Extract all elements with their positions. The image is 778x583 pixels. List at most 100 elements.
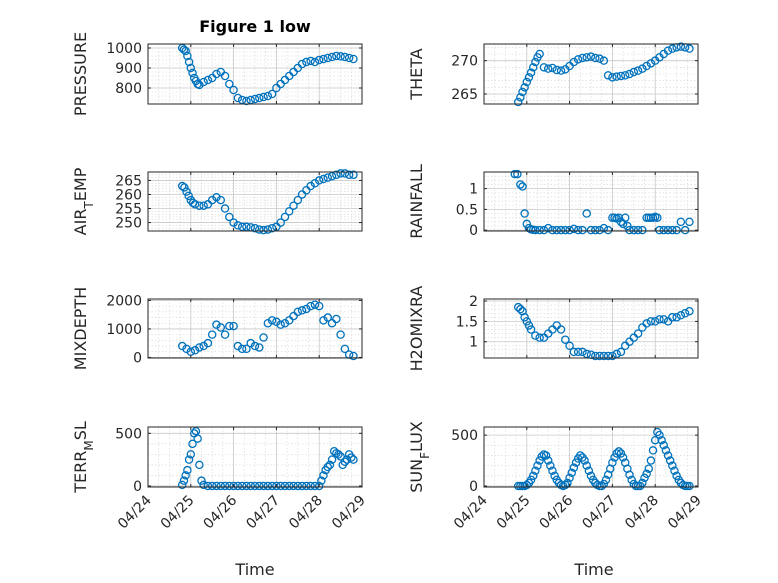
data-point bbox=[306, 181, 315, 191]
y-tick-label: 2000 bbox=[106, 293, 142, 309]
data-point bbox=[310, 481, 320, 491]
data-point bbox=[237, 222, 247, 232]
data-point bbox=[580, 456, 589, 465]
axes-frame bbox=[483, 171, 699, 232]
subplot-mixdepth: 0 1000 2000 MIXDEPTH bbox=[71, 287, 363, 370]
data-point bbox=[556, 325, 566, 334]
data-point bbox=[195, 201, 204, 210]
data-point bbox=[310, 57, 320, 67]
data-point bbox=[229, 321, 238, 331]
data-point bbox=[289, 311, 298, 321]
y-tick-label: 1 bbox=[469, 335, 478, 351]
data-point bbox=[216, 481, 226, 491]
data-point bbox=[685, 44, 694, 53]
y-tick-label: 1000 bbox=[106, 322, 142, 338]
data-point bbox=[332, 51, 341, 61]
data-point bbox=[582, 461, 591, 470]
data-point bbox=[599, 223, 609, 233]
data-point bbox=[332, 314, 341, 324]
data-point bbox=[293, 481, 303, 491]
data-point bbox=[183, 465, 192, 475]
data-point bbox=[659, 315, 669, 324]
data-point bbox=[629, 225, 639, 235]
data-point bbox=[518, 87, 527, 97]
data-point bbox=[642, 469, 651, 479]
chart-title: Figure 1 low bbox=[199, 17, 311, 36]
data-point bbox=[276, 218, 285, 227]
y-tick-label: 2 bbox=[469, 294, 478, 310]
data-point bbox=[556, 66, 566, 75]
data-point bbox=[336, 330, 345, 339]
data-point bbox=[267, 481, 277, 491]
data-point bbox=[531, 466, 540, 475]
data-point bbox=[608, 351, 617, 361]
data-point bbox=[528, 63, 538, 72]
data-point bbox=[272, 317, 281, 327]
x-tick-label: 04/29 bbox=[329, 493, 369, 533]
data-point bbox=[539, 225, 549, 235]
data-point bbox=[522, 317, 532, 326]
y-tick-label: 500 bbox=[451, 428, 478, 444]
data-point bbox=[516, 304, 525, 314]
data-point bbox=[543, 223, 553, 233]
data-point bbox=[537, 452, 547, 461]
x-tick-label: 04/26 bbox=[201, 492, 241, 532]
data-point bbox=[188, 68, 197, 78]
data-point bbox=[237, 481, 247, 491]
data-point bbox=[685, 306, 694, 316]
data-point bbox=[177, 341, 187, 351]
data-point bbox=[535, 456, 544, 465]
data-point bbox=[571, 458, 581, 467]
data-point bbox=[212, 481, 221, 491]
data-point bbox=[242, 481, 251, 491]
data-point bbox=[548, 466, 557, 475]
data-point bbox=[582, 53, 591, 62]
data-point bbox=[255, 225, 264, 234]
data-point bbox=[614, 213, 624, 222]
data-point bbox=[212, 193, 221, 202]
data-point bbox=[289, 201, 298, 210]
data-point bbox=[535, 225, 544, 235]
data-point bbox=[516, 93, 525, 102]
data-point bbox=[190, 200, 200, 209]
data-point bbox=[655, 315, 664, 324]
data-point bbox=[565, 473, 574, 483]
data-point bbox=[323, 53, 333, 63]
data-point bbox=[186, 450, 196, 459]
y-tick-label: 260 bbox=[115, 187, 142, 203]
data-point bbox=[242, 344, 251, 354]
data-point bbox=[297, 190, 307, 199]
axes-frame bbox=[147, 171, 363, 232]
data-point bbox=[586, 52, 596, 61]
data-point bbox=[644, 464, 654, 473]
y-tick-label: 250 bbox=[115, 216, 142, 232]
data-point bbox=[199, 341, 208, 351]
data-point bbox=[197, 476, 206, 485]
data-point bbox=[603, 351, 613, 361]
data-point bbox=[573, 347, 583, 357]
data-point bbox=[327, 171, 337, 181]
data-point bbox=[332, 170, 341, 180]
data-point bbox=[195, 460, 204, 470]
data-point bbox=[186, 63, 196, 73]
data-point bbox=[561, 480, 570, 490]
data-point bbox=[182, 187, 191, 196]
data-point bbox=[595, 54, 604, 63]
data-point bbox=[327, 455, 337, 464]
data-point bbox=[225, 79, 234, 89]
data-point bbox=[616, 347, 626, 357]
data-point bbox=[627, 475, 636, 485]
data-point bbox=[207, 481, 217, 491]
data-point bbox=[561, 225, 570, 235]
data-point bbox=[685, 217, 694, 227]
data-point bbox=[207, 330, 217, 339]
data-point bbox=[250, 481, 260, 491]
data-point bbox=[522, 219, 532, 229]
data-point bbox=[552, 225, 562, 235]
data-point bbox=[612, 449, 621, 458]
data-point bbox=[250, 223, 260, 233]
data-point bbox=[541, 451, 551, 460]
data-point bbox=[561, 335, 570, 344]
data-point bbox=[344, 53, 354, 63]
data-point bbox=[543, 64, 553, 73]
